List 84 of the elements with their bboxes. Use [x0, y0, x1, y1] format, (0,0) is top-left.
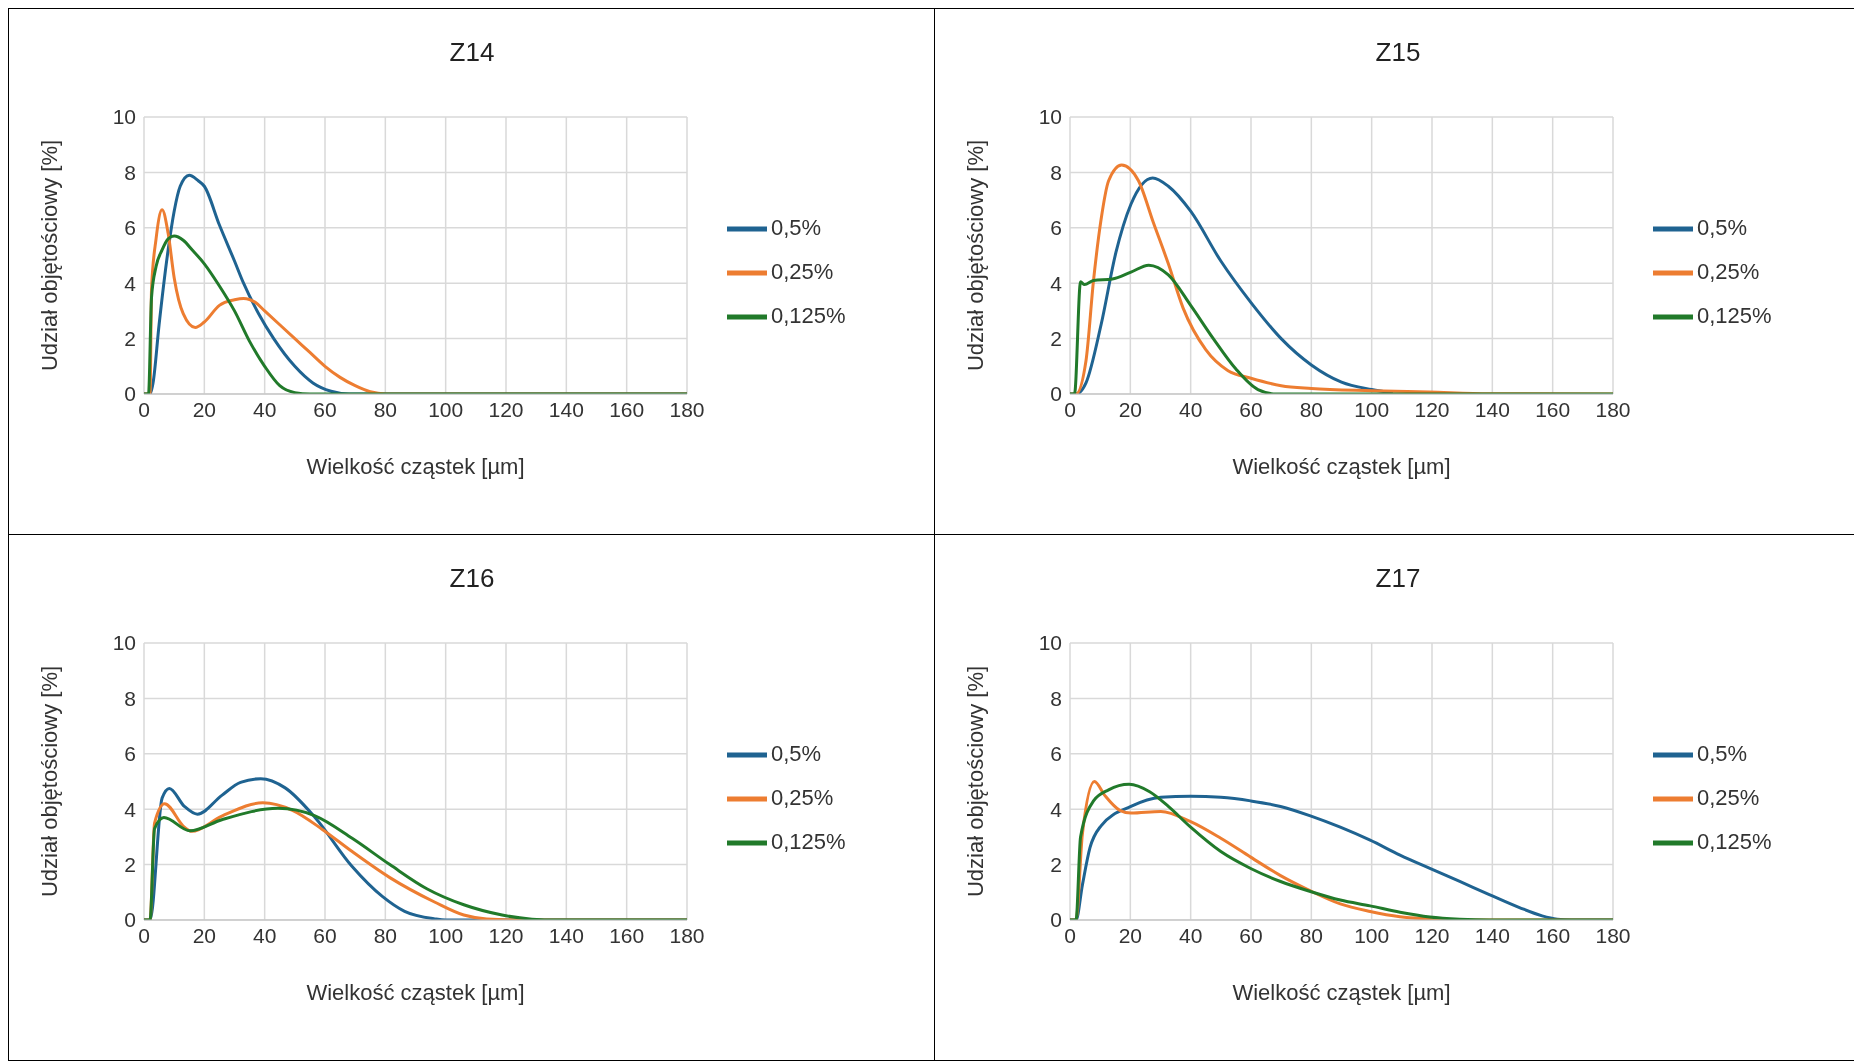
x-tick-label: 140 [548, 923, 584, 947]
y-axis-title: Udział objętościowy [%] [36, 665, 62, 898]
legend-label: 0,5% [1697, 214, 1748, 240]
y-tick-label: 6 [124, 216, 136, 240]
x-tick-label: 100 [1354, 923, 1390, 947]
x-tick-label: 120 [1414, 397, 1450, 421]
x-tick-label: 140 [1474, 397, 1510, 421]
y-tick-label: 4 [1050, 797, 1063, 821]
y-tick-label: 10 [112, 105, 136, 129]
x-tick-label: 60 [313, 923, 337, 947]
y-axis-title: Udział objętościowy [%] [962, 139, 988, 372]
x-tick-label: 40 [252, 397, 277, 421]
y-tick-label: 8 [124, 686, 136, 710]
y-tick-label: 10 [1038, 631, 1062, 655]
legend-label: 0,25% [771, 784, 834, 810]
x-tick-label: 180 [1595, 397, 1631, 421]
x-tick-label: 140 [1474, 923, 1510, 947]
x-tick-label: 160 [1535, 923, 1571, 947]
y-tick-label: 2 [124, 327, 136, 351]
y-tick-label: 6 [124, 742, 136, 766]
x-tick-label: 80 [1299, 397, 1324, 421]
chart-title: Z15 [1374, 37, 1422, 68]
legend-label: 0,125% [1697, 302, 1772, 328]
x-tick-label: 140 [548, 397, 584, 421]
y-tick-label: 10 [1038, 105, 1062, 129]
y-axis-title: Udział objętościowy [%] [36, 139, 62, 372]
y-tick-label: 10 [112, 631, 136, 655]
y-tick-label: 0 [124, 908, 136, 932]
x-axis-title: Wielkość cząstek [µm] [306, 454, 525, 479]
y-tick-label: 2 [1050, 327, 1062, 351]
chart-title: Z17 [1374, 563, 1422, 594]
x-tick-label: 160 [609, 397, 645, 421]
legend-label: 0,5% [1697, 740, 1748, 766]
x-tick-label: 180 [669, 397, 705, 421]
x-tick-label: 160 [609, 923, 645, 947]
x-tick-label: 60 [1239, 397, 1263, 421]
legend-label: 0,5% [771, 214, 822, 240]
x-tick-label: 180 [1595, 923, 1631, 947]
y-tick-label: 2 [124, 853, 136, 877]
x-tick-label: 100 [428, 923, 464, 947]
x-tick-label: 120 [488, 923, 524, 947]
chart-title: Z16 [448, 563, 496, 594]
x-axis-title: Wielkość cząstek [µm] [1232, 980, 1451, 1005]
y-tick-label: 4 [1050, 271, 1063, 295]
y-tick-label: 6 [1050, 742, 1062, 766]
x-tick-label: 60 [313, 397, 337, 421]
y-tick-label: 0 [1050, 908, 1062, 932]
x-tick-label: 20 [192, 923, 217, 947]
chart-title: Z14 [448, 37, 496, 68]
legend-label: 0,125% [771, 828, 846, 854]
x-tick-label: 20 [1118, 397, 1143, 421]
x-tick-label: 20 [192, 397, 217, 421]
x-tick-label: 80 [1299, 923, 1324, 947]
y-tick-label: 8 [1050, 686, 1062, 710]
legend-label: 0,25% [1697, 258, 1760, 284]
x-axis-title: Wielkość cząstek [µm] [306, 980, 525, 1005]
x-tick-label: 40 [1178, 923, 1203, 947]
y-tick-label: 2 [1050, 853, 1062, 877]
x-tick-label: 120 [488, 397, 524, 421]
x-tick-label: 160 [1535, 397, 1571, 421]
y-tick-label: 8 [124, 160, 136, 184]
x-tick-label: 20 [1118, 923, 1143, 947]
legend-label: 0,125% [771, 302, 846, 328]
legend-label: 0,5% [771, 740, 822, 766]
legend-label: 0,25% [771, 258, 834, 284]
x-tick-label: 40 [252, 923, 277, 947]
x-tick-label: 100 [428, 397, 464, 421]
y-tick-label: 6 [1050, 216, 1062, 240]
legend-label: 0,125% [1697, 828, 1772, 854]
x-tick-label: 40 [1178, 397, 1203, 421]
y-tick-label: 0 [124, 382, 136, 406]
x-tick-label: 180 [669, 923, 705, 947]
x-tick-label: 80 [373, 923, 398, 947]
y-tick-label: 0 [1050, 382, 1062, 406]
x-tick-label: 100 [1354, 397, 1390, 421]
x-axis-title: Wielkość cząstek [µm] [1232, 454, 1451, 479]
y-axis-title: Udział objętościowy [%] [962, 665, 988, 898]
x-tick-label: 80 [373, 397, 398, 421]
x-tick-label: 120 [1414, 923, 1450, 947]
x-tick-label: 60 [1239, 923, 1263, 947]
y-tick-label: 4 [124, 797, 137, 821]
legend-label: 0,25% [1697, 784, 1760, 810]
y-tick-label: 8 [1050, 160, 1062, 184]
y-tick-label: 4 [124, 271, 137, 295]
